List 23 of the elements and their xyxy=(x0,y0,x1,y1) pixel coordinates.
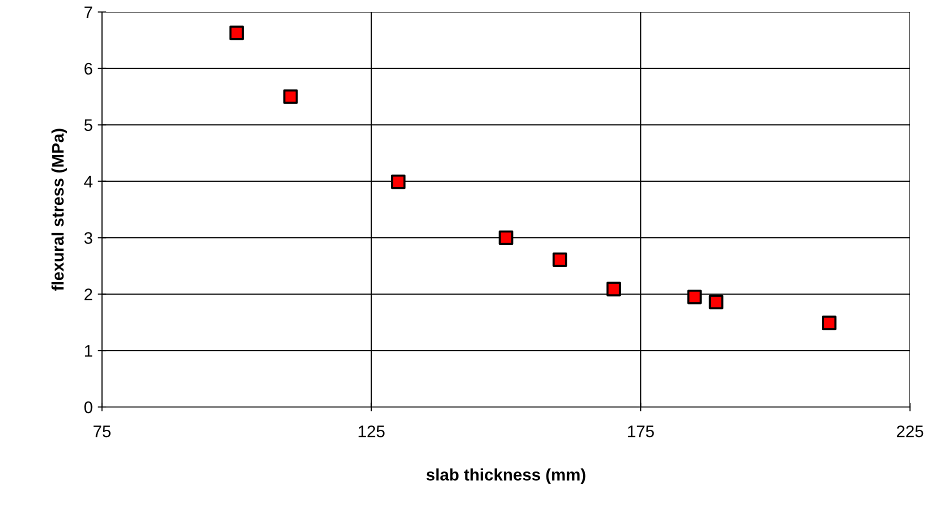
point xyxy=(687,290,702,304)
point xyxy=(229,26,244,40)
point xyxy=(498,230,514,245)
point xyxy=(391,174,406,190)
y-tick-label: 4 xyxy=(84,176,92,188)
x-axis-title: slab thickness (mm) xyxy=(426,468,586,484)
x-tick-label: 125 xyxy=(358,425,385,438)
x-tick-label: 75 xyxy=(94,426,111,438)
point xyxy=(708,294,724,310)
y-tick-label: 5 xyxy=(84,119,92,132)
y-tick-label: 0 xyxy=(84,401,92,414)
point xyxy=(822,316,836,330)
y-tick-label: 7 xyxy=(84,6,92,18)
y-axis-title: flexural stress (MPa) xyxy=(52,128,68,291)
x-tick-label: 175 xyxy=(628,426,654,438)
y-tick-label: 3 xyxy=(84,232,92,244)
x-tick-label: 225 xyxy=(896,425,924,438)
y-tick-label: 1 xyxy=(84,345,92,357)
y-tick-label: 2 xyxy=(84,288,92,300)
point xyxy=(552,252,568,267)
point xyxy=(283,89,298,104)
y-tick-label: 6 xyxy=(84,62,92,75)
point xyxy=(606,282,621,296)
